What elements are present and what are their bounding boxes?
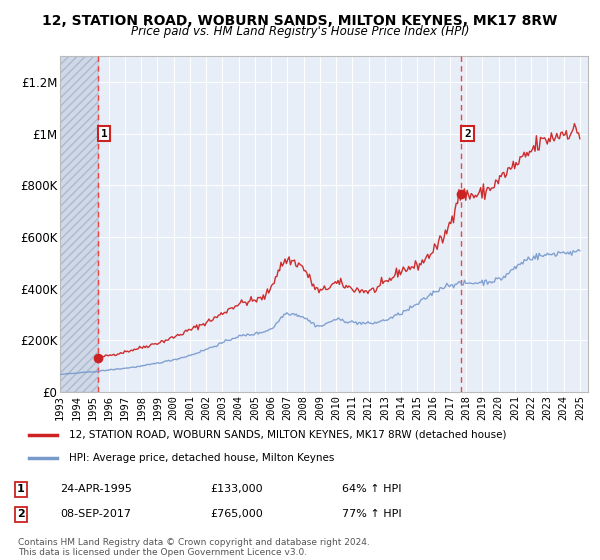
Text: HPI: Average price, detached house, Milton Keynes: HPI: Average price, detached house, Milt… [69, 453, 334, 463]
Text: £765,000: £765,000 [210, 509, 263, 519]
Text: 12, STATION ROAD, WOBURN SANDS, MILTON KEYNES, MK17 8RW (detached house): 12, STATION ROAD, WOBURN SANDS, MILTON K… [69, 430, 506, 440]
Bar [60, 56, 98, 392]
Text: Price paid vs. HM Land Registry's House Price Index (HPI): Price paid vs. HM Land Registry's House … [131, 25, 469, 38]
Text: 24-APR-1995: 24-APR-1995 [60, 484, 132, 494]
Text: £133,000: £133,000 [210, 484, 263, 494]
Text: 08-SEP-2017: 08-SEP-2017 [60, 509, 131, 519]
Text: 2: 2 [17, 509, 25, 519]
Text: 64% ↑ HPI: 64% ↑ HPI [342, 484, 401, 494]
Text: 12, STATION ROAD, WOBURN SANDS, MILTON KEYNES, MK17 8RW: 12, STATION ROAD, WOBURN SANDS, MILTON K… [43, 14, 557, 28]
Text: 1: 1 [101, 129, 107, 138]
Text: 2: 2 [464, 129, 471, 138]
Text: Contains HM Land Registry data © Crown copyright and database right 2024.
This d: Contains HM Land Registry data © Crown c… [18, 538, 370, 557]
Text: 77% ↑ HPI: 77% ↑ HPI [342, 509, 401, 519]
Bar [60, 56, 98, 392]
Text: 1: 1 [17, 484, 25, 494]
